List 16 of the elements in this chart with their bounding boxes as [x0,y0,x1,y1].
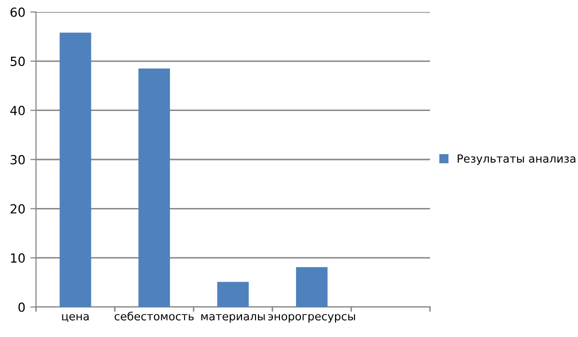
y-tick-label: 60 [10,7,25,17]
y-tick-label: 10 [11,253,25,263]
legend-label: Результаты анализа [458,154,576,165]
bar [60,32,92,307]
y-tick-label: 40 [10,106,25,116]
bar [138,68,170,307]
x-tick-label: энорогресурсы [268,314,355,323]
bar [296,267,328,307]
x-tick-label: материалы [201,314,265,323]
bar [217,282,249,307]
x-tick-label: себестомость [114,312,194,320]
y-tick-label: 30 [10,154,25,164]
y-tick-label: 50 [10,56,25,66]
y-tick-label: 20 [10,204,25,214]
x-tick-label: цена [62,314,89,322]
y-tick-label: 0 [18,302,25,312]
